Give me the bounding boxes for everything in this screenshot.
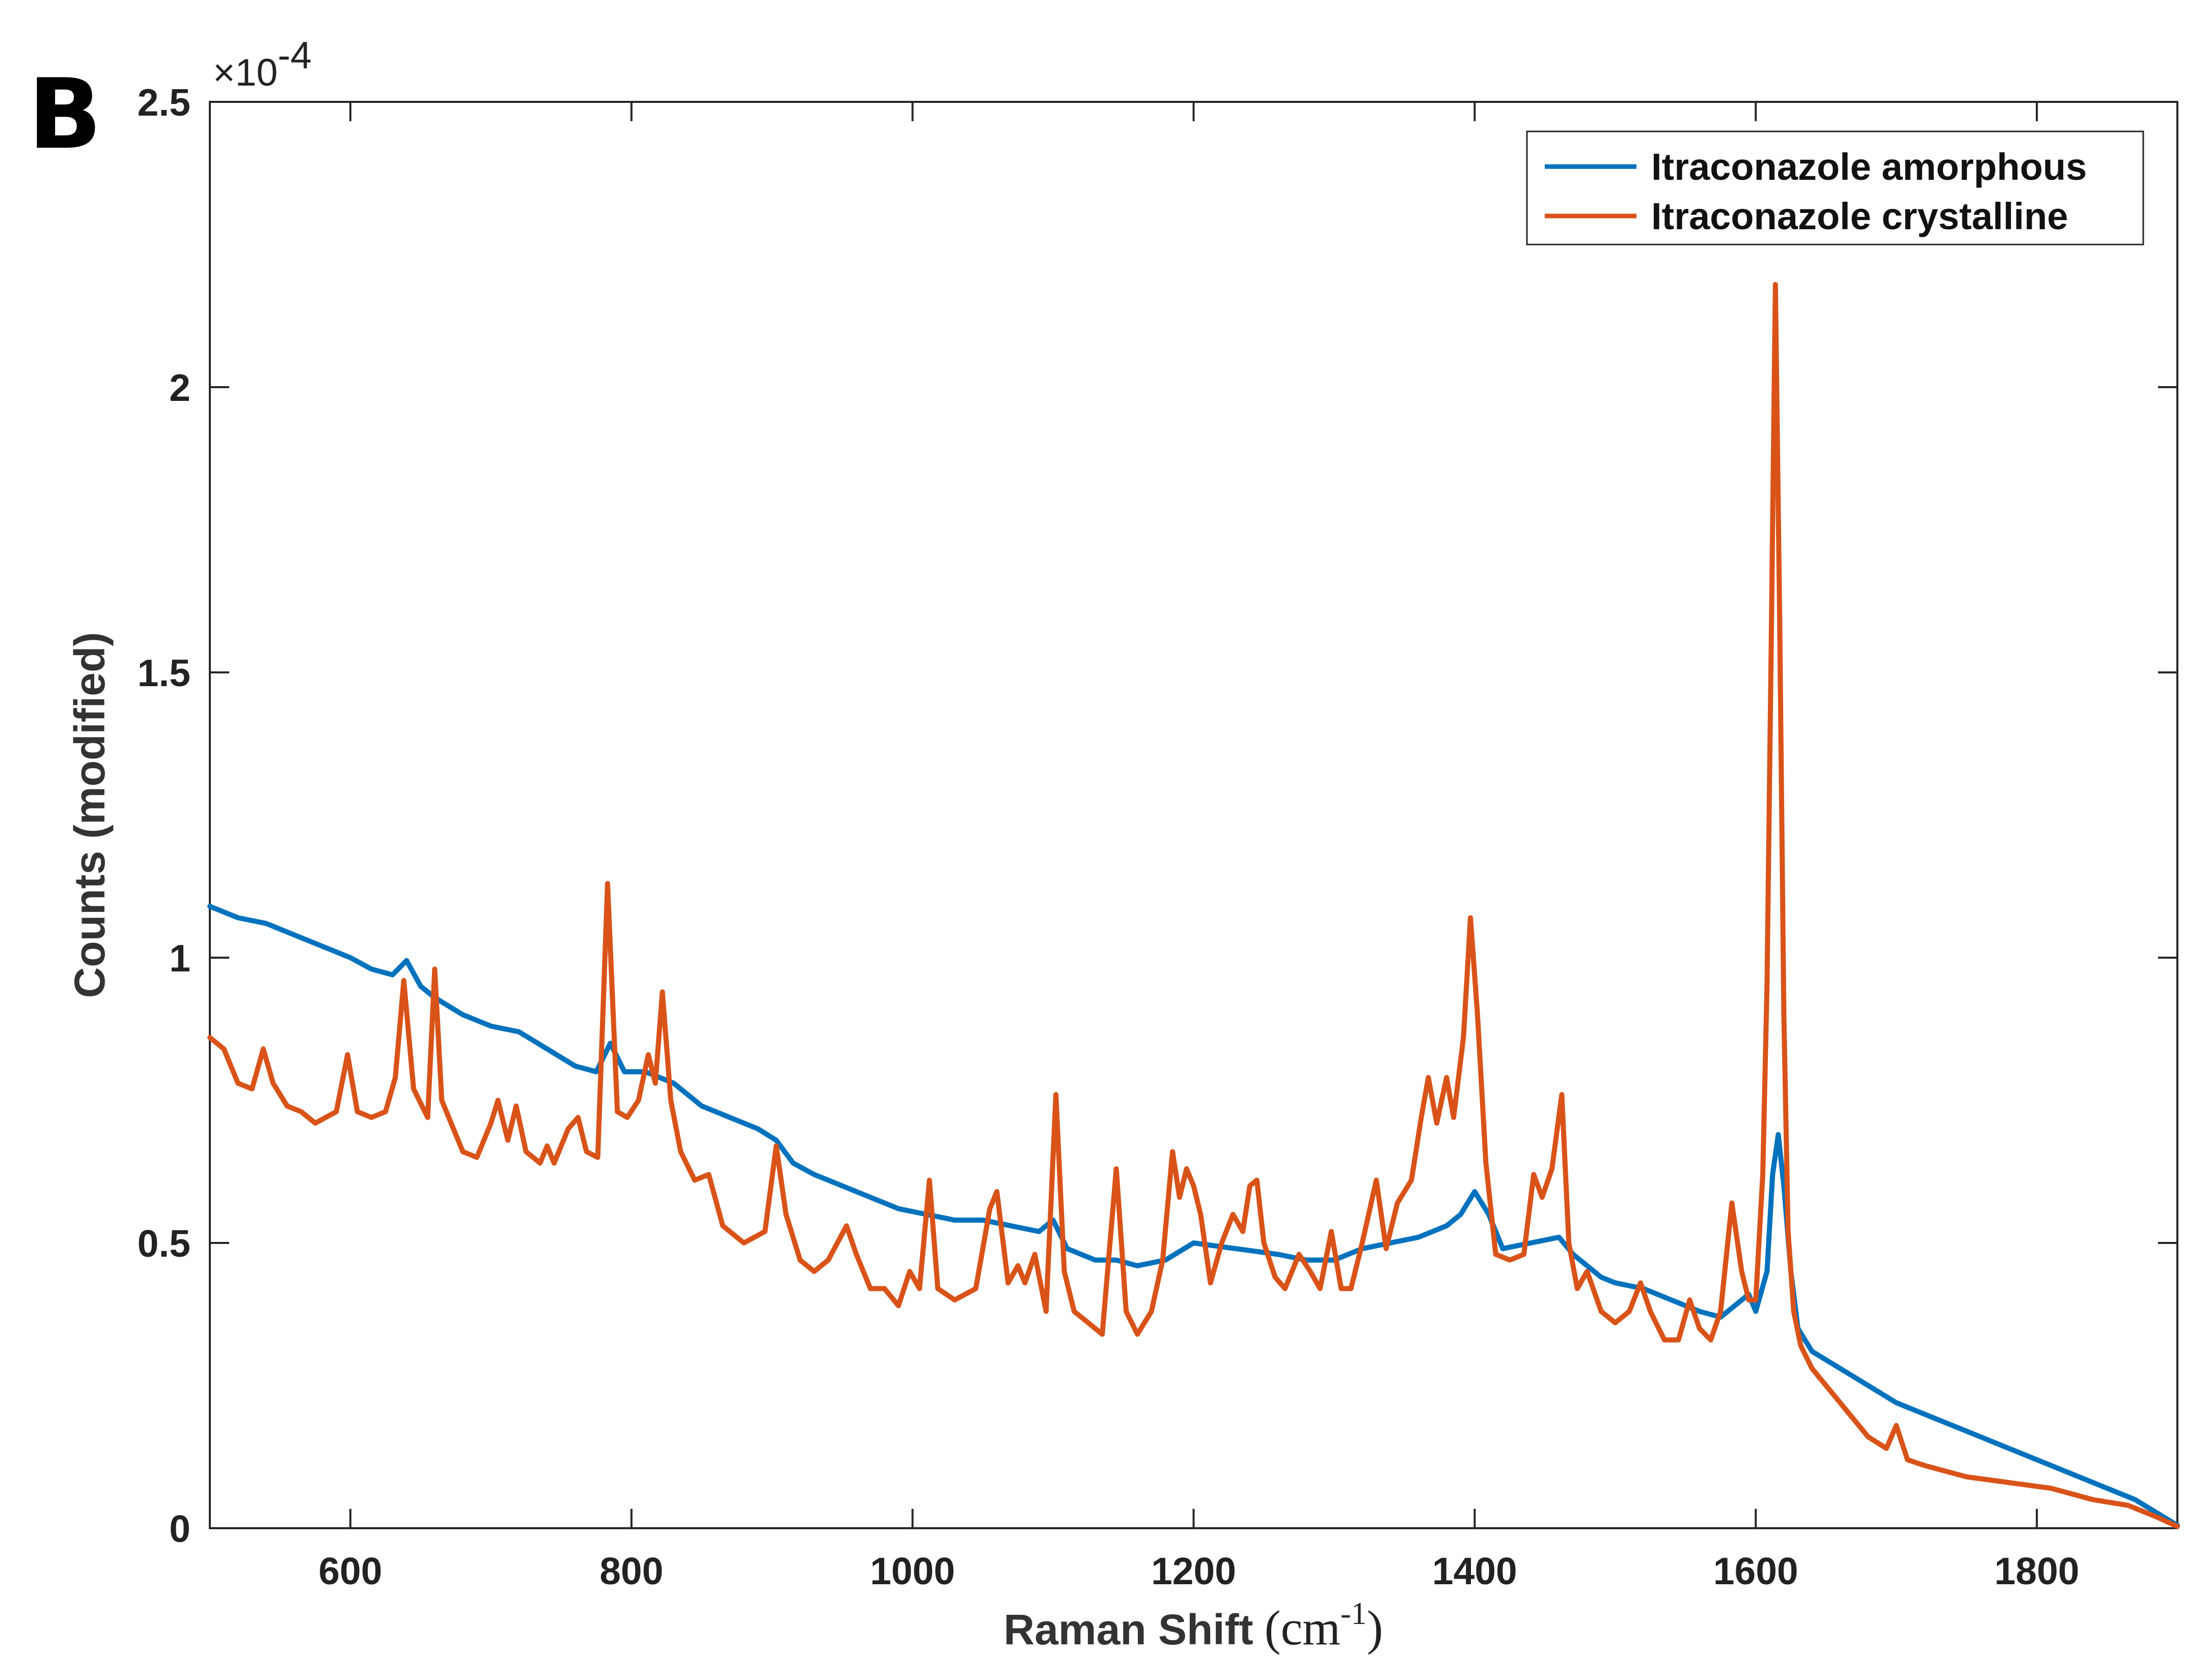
y-tick-label: 1: [169, 937, 190, 980]
x-tick-label: 800: [599, 1550, 663, 1592]
x-tick-label: 1800: [1995, 1550, 2080, 1592]
axis-ticks: [210, 101, 2177, 1529]
legend-label-amorphous: Itraconazole amorphous: [1651, 146, 2087, 188]
y-tick-label: 0.5: [138, 1222, 190, 1265]
x-tick-label: 1400: [1432, 1550, 1517, 1592]
plot-area: [209, 101, 2178, 1529]
y-tick-label: 2.5: [138, 81, 190, 124]
y-tick-label: 1.5: [138, 652, 190, 694]
legend: Itraconazole amorphous Itraconazole crys…: [1526, 130, 2144, 246]
y-multiplier: ×10-4: [213, 34, 312, 94]
x-tick-label: 1000: [870, 1550, 955, 1592]
y-axis-title: Counts (modified): [66, 632, 114, 998]
y-tick-label: 2: [169, 366, 190, 409]
series-line-crystalline: [207, 282, 2180, 1529]
series-line-amorphous: [207, 904, 2180, 1528]
x-tick-label: 1600: [1713, 1550, 1798, 1592]
series-layer: [207, 282, 2180, 1529]
legend-box: [1526, 130, 2144, 246]
x-tick-label: 600: [318, 1550, 382, 1592]
y-tick-label: 0: [169, 1507, 190, 1550]
x-axis-title: Raman Shift (cm-1): [1004, 1596, 1383, 1655]
panel-label: B: [28, 58, 102, 171]
axis-tick-labels: 600 800 1000 1200 1400 1600 1800 0 0.5 1 1.5 2 2.5: [138, 81, 2080, 1592]
x-tick-label: 1200: [1151, 1550, 1236, 1592]
legend-label-crystalline: Itraconazole crystalline: [1651, 195, 2068, 237]
